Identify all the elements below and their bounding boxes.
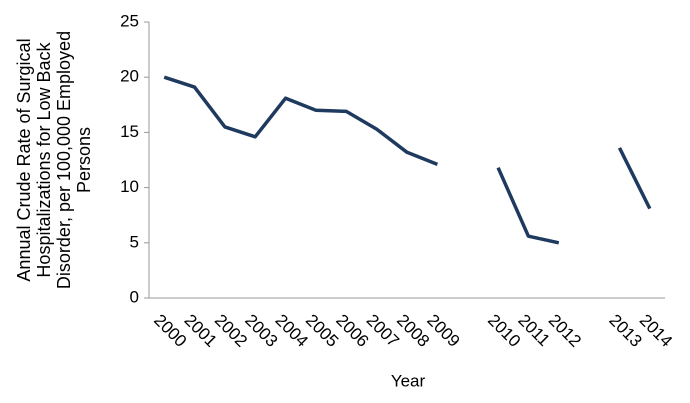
x-tick-label: 2002 (211, 311, 251, 351)
x-tick-label: 2008 (393, 311, 433, 351)
y-tick-label: 5 (130, 232, 139, 251)
x-tick-label: 2013 (605, 311, 645, 351)
y-tick-label: 20 (120, 67, 139, 86)
x-tick-label: 2004 (272, 311, 312, 351)
x-tick-label: 2010 (484, 311, 524, 351)
x-axis-label: Year (391, 371, 426, 390)
x-tick-label: 2006 (332, 311, 372, 351)
y-tick-label: 0 (130, 287, 139, 306)
x-tick-label: 2011 (514, 311, 553, 350)
x-tick-label: 2014 (636, 311, 676, 351)
x-tick-label: 2000 (150, 311, 190, 351)
data-line (163, 75, 652, 245)
y-tick-label: 10 (120, 177, 139, 196)
x-tick-label: 2009 (423, 311, 463, 351)
y-tick-label: 25 (120, 11, 139, 30)
x-tick-label: 2003 (241, 311, 281, 351)
x-tick-label: 2005 (302, 311, 342, 351)
x-tick-label: 2007 (363, 311, 403, 351)
y-axis-label: Annual Crude Rate of Surgical Hospitaliz… (14, 30, 94, 290)
x-tick-label: 2001 (181, 311, 221, 351)
y-tick-label: 15 (120, 122, 139, 141)
x-tick-label: 2012 (545, 311, 585, 351)
